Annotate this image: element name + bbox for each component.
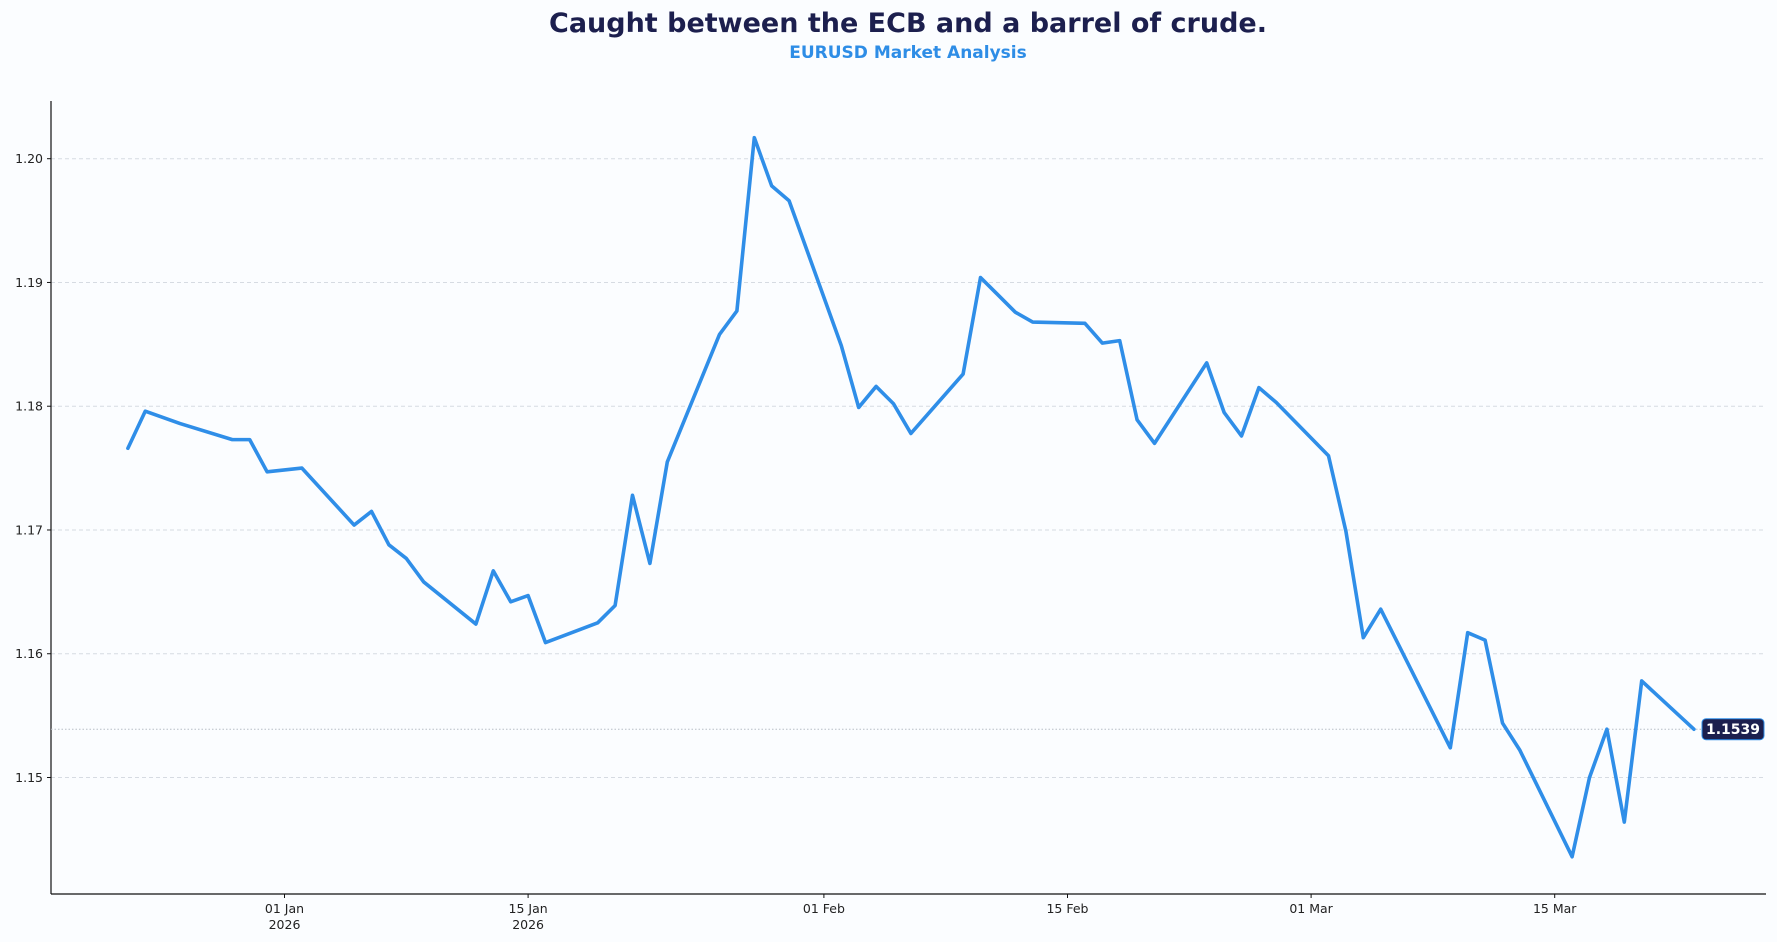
y-tick-label: 1.17 bbox=[15, 522, 43, 537]
last-value-badge-bg bbox=[1701, 718, 1765, 741]
y-tick-label: 1.16 bbox=[15, 646, 43, 661]
last-value-label: 1.1539 bbox=[1706, 722, 1760, 738]
chart-title: Caught between the ECB and a barrel of c… bbox=[549, 8, 1267, 39]
y-axis-ticks: 1.15 1.16 1.17 1.18 1.19 1.20 bbox=[15, 151, 51, 785]
chart-subtitle: EURUSD Market Analysis bbox=[789, 43, 1027, 63]
x-tick-sublabel: 2026 bbox=[512, 917, 544, 932]
x-tick-label: 01 Feb bbox=[803, 901, 845, 916]
y-tick-label: 1.15 bbox=[15, 770, 43, 785]
x-tick-label: 01 Mar bbox=[1289, 901, 1333, 916]
gridlines bbox=[51, 158, 1766, 778]
y-tick-label: 1.20 bbox=[15, 151, 43, 166]
series-line bbox=[126, 135, 1696, 859]
last-value-badge: 1.1539 bbox=[1701, 718, 1765, 741]
x-tick-label: 15 Jan bbox=[509, 901, 548, 916]
x-tick-label: 15 Feb bbox=[1046, 901, 1088, 916]
y-tick-label: 1.18 bbox=[15, 399, 43, 414]
x-tick-label: 15 Mar bbox=[1533, 901, 1577, 916]
series-eurusd bbox=[126, 135, 1696, 859]
x-tick-label: 01 Jan bbox=[265, 901, 304, 916]
x-tick-sublabel: 2026 bbox=[269, 917, 301, 932]
y-tick-label: 1.19 bbox=[15, 275, 43, 290]
